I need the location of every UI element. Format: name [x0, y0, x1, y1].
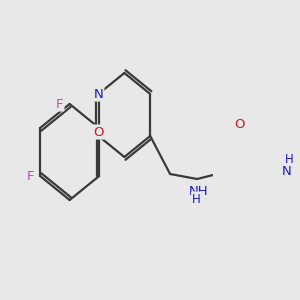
Text: H: H	[284, 152, 293, 166]
Text: N: N	[282, 164, 292, 178]
Text: F: F	[56, 98, 63, 110]
Text: H: H	[192, 193, 201, 206]
Text: F: F	[26, 169, 34, 182]
Text: O: O	[235, 118, 245, 130]
Text: NH: NH	[189, 184, 208, 197]
Text: N: N	[94, 88, 103, 100]
Text: O: O	[94, 125, 104, 139]
